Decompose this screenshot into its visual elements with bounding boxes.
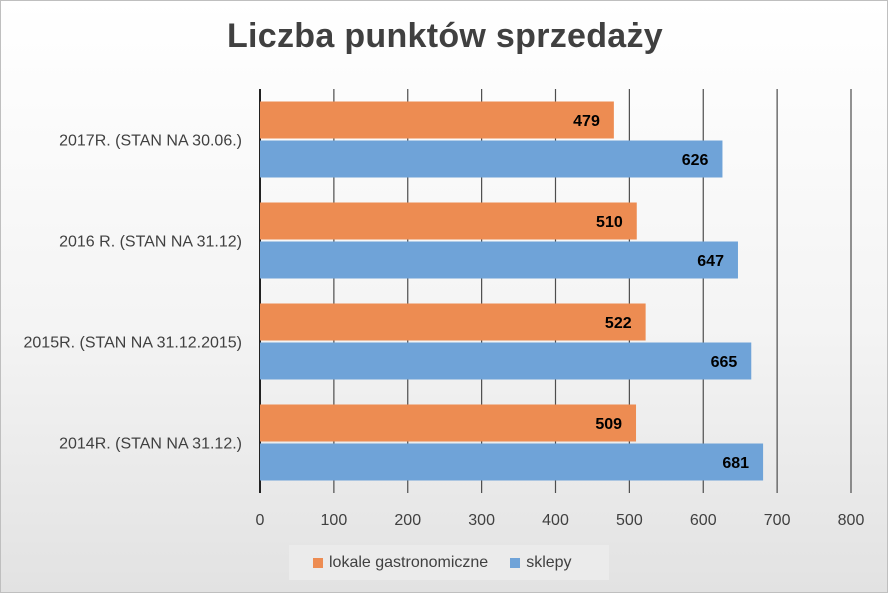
bar-lokale — [260, 101, 614, 139]
data-label: 479 — [573, 113, 600, 130]
x-tick-label: 400 — [542, 512, 569, 529]
legend-label-lokale: lokale gastronomiczne — [329, 553, 489, 571]
bar-sklepy — [260, 443, 764, 481]
legend-label-sklepy: sklepy — [526, 553, 572, 571]
data-label: 510 — [596, 214, 623, 231]
category-label: 2017R. (STAN NA 30.06.) — [59, 133, 242, 150]
x-tick-label: 600 — [690, 512, 717, 529]
data-label: 626 — [682, 152, 709, 169]
x-tick-label: 100 — [321, 512, 348, 529]
category-label: 2016 R. (STAN NA 31.12) — [59, 234, 242, 251]
bar-lokale — [260, 202, 637, 240]
legend-item-sklepy: sklepy — [510, 553, 572, 572]
x-tick-label: 0 — [256, 512, 265, 529]
bar-sklepy — [260, 241, 738, 279]
bar-lokale — [260, 303, 646, 341]
chart-title: Liczba punktów sprzedaży — [226, 17, 664, 55]
x-tick-label: 200 — [394, 512, 421, 529]
bar-sklepy — [260, 342, 752, 380]
data-label: 681 — [722, 455, 749, 472]
data-label: 665 — [711, 354, 738, 371]
x-tick-label: 500 — [616, 512, 643, 529]
legend-swatch-sklepy — [510, 557, 521, 568]
x-tick-label: 800 — [838, 512, 865, 529]
data-label: 509 — [595, 416, 622, 433]
category-label: 2015R. (STAN NA 31.12.2015) — [24, 335, 243, 352]
category-label: 2014R. (STAN NA 31.12.) — [59, 436, 242, 453]
data-label: 647 — [697, 253, 724, 270]
bar-lokale — [260, 404, 637, 442]
data-label: 522 — [605, 315, 632, 332]
legend-swatch-lokale — [313, 557, 323, 568]
bar-sklepy — [260, 140, 723, 178]
x-tick-label: 700 — [764, 512, 791, 529]
x-tick-label: 300 — [468, 512, 495, 529]
legend-item-lokale: lokale gastronomiczne — [313, 554, 488, 572]
chart-legend: lokale gastronomiczne sklepy — [289, 545, 609, 580]
